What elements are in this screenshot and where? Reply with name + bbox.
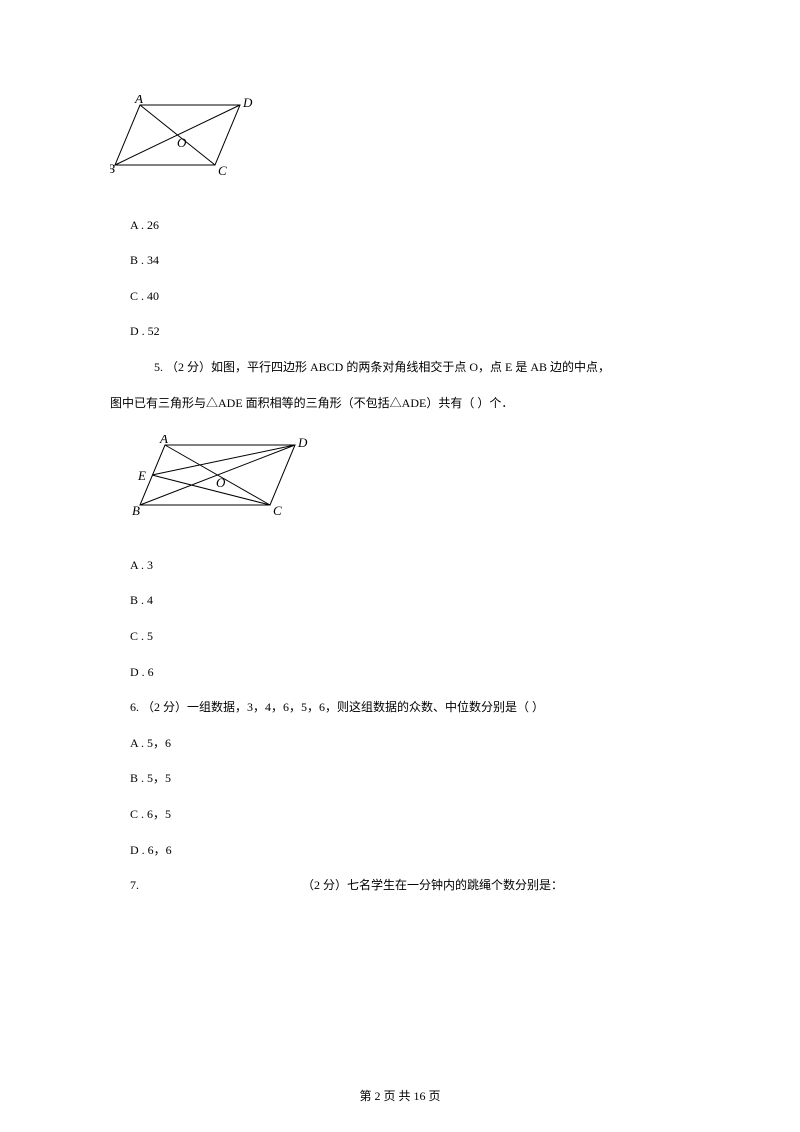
- q4-option-B: B . 34: [130, 247, 690, 275]
- label-O: O: [177, 135, 187, 150]
- label-D: D: [242, 95, 253, 110]
- label-A: A: [134, 95, 143, 106]
- q7-pre: 7.: [130, 878, 142, 892]
- q6-option-D: D . 6，6: [130, 837, 690, 865]
- label2-O: O: [216, 475, 226, 490]
- parallelogram-diagram-2: A D B C E O: [130, 435, 320, 523]
- label-B: B: [110, 161, 115, 176]
- q4-option-D: D . 52: [130, 318, 690, 346]
- q6-text: 6. （2 分）一组数据，3，4，6，5，6，则这组数据的众数、中位数分别是（ …: [130, 694, 690, 722]
- label2-E: E: [137, 468, 146, 483]
- q4-option-A: A . 26: [130, 212, 690, 240]
- q7-post: （2 分）七名学生在一分钟内的跳绳个数分别是：: [302, 878, 563, 892]
- q5-text-line2: 图中已有三角形与△ADE 面积相等的三角形（不包括△ADE）共有（ ）个．: [110, 390, 690, 418]
- label-C: C: [218, 163, 227, 178]
- content: A D B C O A . 26 B . 34 C . 40 D . 52 5.…: [110, 95, 690, 900]
- figure-abcde-2: A D B C E O: [130, 435, 690, 534]
- label2-D: D: [297, 435, 308, 450]
- q6-option-C: C . 6，5: [130, 801, 690, 829]
- q4-option-C: C . 40: [130, 283, 690, 311]
- q5-text-line1: 5. （2 分）如图，平行四边形 ABCD 的两条对角线相交于点 O，点 E 是…: [130, 354, 690, 382]
- q7-text: 7. （2 分）七名学生在一分钟内的跳绳个数分别是：: [130, 872, 690, 900]
- q5-option-D: D . 6: [130, 659, 690, 687]
- label2-A: A: [159, 435, 168, 446]
- label2-B: B: [132, 503, 140, 518]
- q6-option-A: A . 5，6: [130, 730, 690, 758]
- q5-option-B: B . 4: [130, 587, 690, 615]
- q5-option-C: C . 5: [130, 623, 690, 651]
- q6-option-B: B . 5，5: [130, 765, 690, 793]
- q5-option-A: A . 3: [130, 552, 690, 580]
- parallelogram-diagram-1: A D B C O: [110, 95, 265, 183]
- figure-abcd-1: A D B C O: [110, 95, 690, 194]
- page-footer: 第 2 页 共 16 页: [0, 1087, 800, 1104]
- page: A D B C O A . 26 B . 34 C . 40 D . 52 5.…: [0, 0, 800, 1132]
- label2-C: C: [273, 503, 282, 518]
